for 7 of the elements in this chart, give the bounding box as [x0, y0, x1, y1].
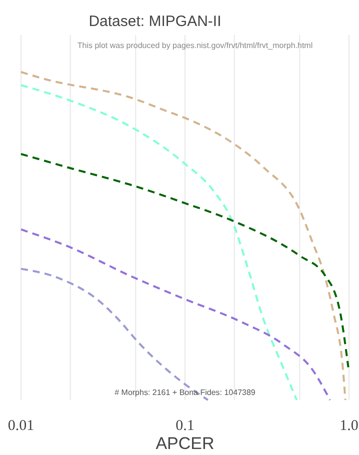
x-tick-label: 1.0	[340, 418, 358, 434]
chart-title: Dataset: MIPGAN-II	[88, 13, 222, 30]
annotation: # Morphs: 2161 + Bona Fides: 1047389	[114, 388, 256, 397]
x-tick-label: 0.1	[176, 418, 194, 434]
x-tick-label: 0.01	[8, 418, 34, 434]
text: This plot was produced by pages.nist.gov/frvt/html/frvt_morph.html	[77, 41, 313, 50]
x-axis-title: APCER	[156, 434, 214, 453]
